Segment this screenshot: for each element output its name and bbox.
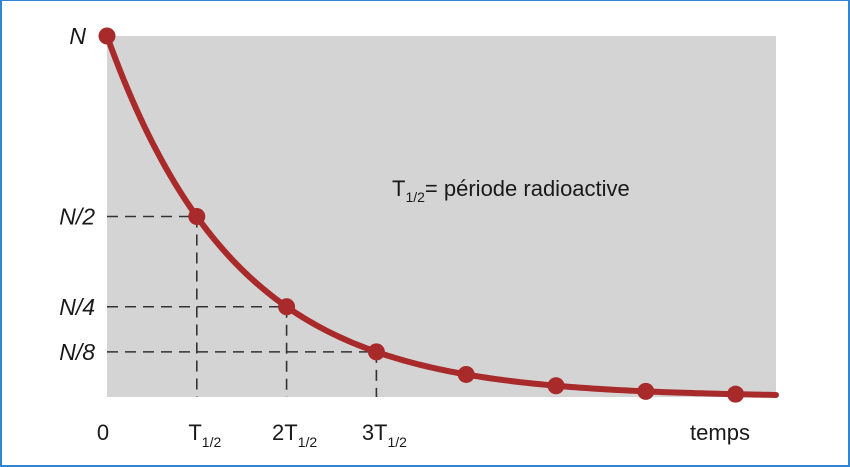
x-tick-labels: 0 T1/2 2T1/2 3T1/2 (97, 420, 407, 450)
annotation-main: T (392, 176, 405, 201)
data-point-7 (727, 385, 745, 403)
y-tick-label-3: N/8 (59, 339, 95, 365)
x-tick-label-0: 0 (97, 420, 109, 445)
annotation-rest: = période radioactive (425, 176, 630, 201)
plot-background (107, 36, 776, 397)
data-point-3 (367, 343, 385, 361)
x-axis-label: temps (690, 420, 750, 445)
data-point-2 (278, 298, 296, 316)
x-tick-label-1: T1/2 (188, 420, 221, 450)
data-point-0 (98, 27, 116, 45)
y-tick-label-0: N (69, 23, 86, 49)
data-points (98, 27, 745, 403)
y-tick-labels: N N/2 N/4 N/8 (59, 23, 95, 365)
data-point-4 (457, 365, 475, 383)
data-point-1 (188, 208, 206, 225)
x-tick-label-3: 3T1/2 (362, 420, 407, 450)
data-point-5 (547, 377, 565, 395)
guide-lines (107, 215, 378, 397)
half-life-annotation: T1/2= période radioactive (392, 176, 630, 205)
data-point-6 (637, 382, 655, 400)
annotation-sub: 1/2 (405, 189, 425, 205)
y-tick-label-1: N/2 (59, 204, 95, 230)
decay-curve (104, 33, 779, 398)
y-tick-label-2: N/4 (59, 294, 95, 320)
x-tick-label-2: 2T1/2 (272, 420, 317, 450)
